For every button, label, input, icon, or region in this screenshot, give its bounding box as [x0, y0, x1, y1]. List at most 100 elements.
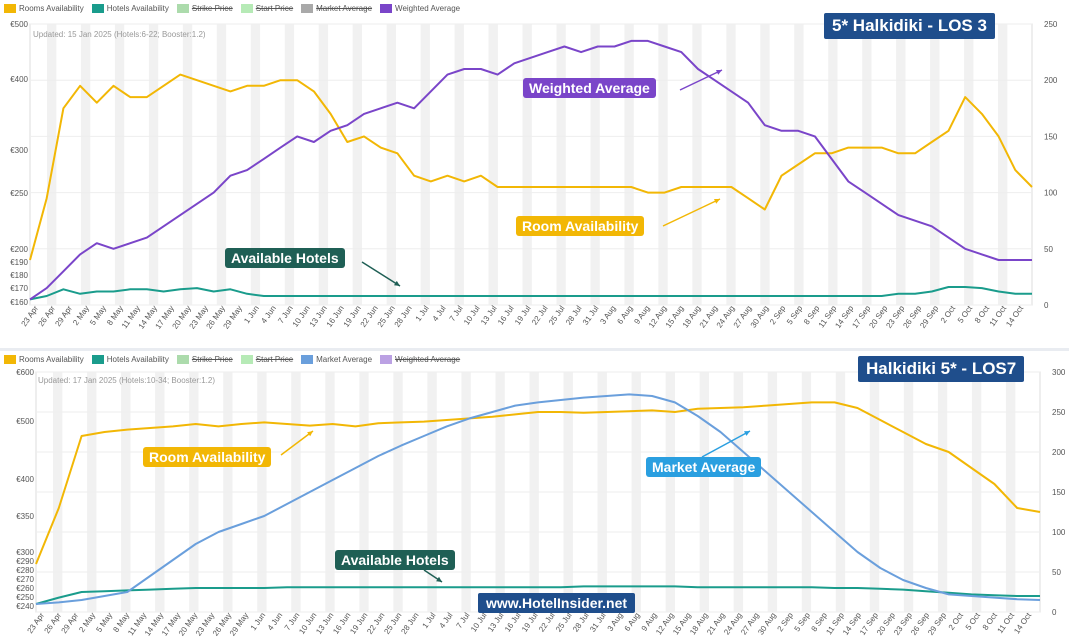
x-tick-label: 29 Apr: [53, 304, 74, 328]
plot-band: [998, 24, 1008, 305]
legend-item[interactable]: Rooms Availability: [4, 355, 84, 364]
legend-swatch: [380, 355, 393, 364]
x-tick-label: 28 Jul: [564, 304, 584, 327]
y-left-tick-label: €270: [16, 575, 34, 584]
legend-item[interactable]: Strike Price: [176, 4, 233, 13]
callout-weighted-average: Weighted Average: [523, 78, 656, 98]
legend-item[interactable]: Weighted Average: [380, 355, 460, 364]
x-tick-label: 6 Aug: [615, 304, 634, 326]
y-right-tick-label: 0: [1044, 301, 1049, 310]
y-left-tick-label: €240: [16, 602, 34, 611]
legend-swatch: [91, 355, 104, 364]
legend-label: Rooms Availability: [19, 355, 84, 364]
plot-band: [590, 24, 600, 305]
legend-swatch: [380, 4, 393, 13]
y-left-tick-label: €250: [10, 189, 28, 198]
legend-label: Start Price: [255, 355, 294, 364]
plot-band: [964, 24, 974, 305]
legend-item[interactable]: Market Average: [301, 4, 372, 13]
callout-available-hotels-bottom: Available Hotels: [335, 550, 455, 570]
y-right-tick-label: 50: [1052, 568, 1061, 577]
legend-label: Weighted Average: [395, 355, 461, 364]
legend-label: Weighted Average: [395, 4, 461, 13]
x-tick-label: 31 Jul: [588, 611, 608, 634]
updated-note-los7: Updated: 17 Jan 2025 (Hotels:10-34; Boos…: [38, 376, 215, 385]
legend-item[interactable]: Weighted Average: [380, 4, 460, 13]
plot-band: [658, 24, 668, 305]
x-tick-label: 25 Jul: [554, 611, 574, 634]
x-tick-label: 16 Jul: [496, 304, 516, 327]
x-tick-label: 6 Aug: [623, 611, 642, 633]
x-tick-label: 28 Jun: [393, 304, 414, 329]
x-tick-label: 1 Jun: [249, 611, 268, 632]
chart-title-los3: 5* Halkidiki - LOS 3: [824, 13, 995, 39]
legend-swatch: [240, 355, 253, 364]
legend-swatch: [176, 4, 189, 13]
x-tick-label: 29 Sep: [926, 611, 948, 637]
y-right-tick-label: 100: [1044, 189, 1058, 198]
callout-room-availability-bottom: Room Availability: [143, 447, 272, 467]
legend-swatch: [301, 4, 314, 13]
legend-item[interactable]: Rooms Availability: [4, 4, 84, 13]
x-tick-label: 14 Oct: [1004, 303, 1025, 328]
x-tick-label: 4 Jun: [266, 611, 285, 632]
y-left-tick-label: €350: [16, 512, 34, 521]
y-left-tick-label: €180: [10, 271, 28, 280]
legend-swatch: [176, 355, 189, 364]
y-left-tick-label: €500: [16, 417, 34, 426]
series-line-rooms-availability: [35, 401, 1041, 565]
x-tick-label: 14 Oct: [1012, 610, 1033, 635]
legend-item[interactable]: Strike Price: [176, 355, 233, 364]
x-tick-label: 4 Jun: [259, 304, 278, 325]
plot-band: [930, 24, 940, 305]
y-left-tick-label: €250: [16, 593, 34, 602]
legend-item[interactable]: Start Price: [240, 355, 294, 364]
legend-label: Start Price: [255, 4, 294, 13]
x-tick-label: 2 Oct: [939, 303, 958, 324]
x-tick-label: 3 Aug: [598, 304, 617, 326]
legend-item[interactable]: Market Average: [301, 355, 372, 364]
y-right-tick-label: 50: [1044, 245, 1053, 254]
chart-svg-los3: €500 €400 €300 €250 €200 €190 €180 €170 €160 250 2…: [10, 20, 1058, 331]
y-left-tick-label: €190: [10, 258, 28, 267]
series-line-hotels-availability: [29, 286, 1032, 301]
x-tick-label: 5 May: [94, 611, 114, 634]
y-right-tick-label: 250: [1052, 408, 1066, 417]
y-right-tick-label: 150: [1052, 488, 1066, 497]
callout-arrow: [679, 69, 723, 91]
x-tick-label: 28 Jun: [399, 611, 420, 636]
chart-legend-los7: Rooms Availability Hotels Availability Str…: [4, 355, 460, 364]
x-tick-label: 19 Jul: [520, 611, 540, 634]
x-tick-label: 4 Jul: [437, 611, 454, 630]
x-tick-label: 13 Jul: [486, 611, 506, 634]
legend-swatch: [91, 4, 104, 13]
callout-room-availability-top: Room Availability: [516, 216, 645, 236]
x-tick-label: 2 Oct: [947, 610, 966, 631]
x-tick-label: 5 Oct: [956, 303, 975, 324]
legend-item[interactable]: Start Price: [240, 4, 294, 13]
legend-item[interactable]: Hotels Availability: [91, 355, 169, 364]
x-tick-label: 5 May: [88, 304, 108, 327]
x-tick-label: 19 Jul: [513, 304, 533, 327]
plot-band: [46, 24, 57, 305]
plot-band: [318, 24, 329, 305]
series-line-market-average: [35, 393, 1041, 605]
x-tick-label: 22 Jul: [537, 611, 557, 634]
legend-label: Hotels Availability: [106, 4, 169, 13]
x-tick-label: 4 Jul: [431, 304, 448, 323]
plot-band: [862, 24, 872, 305]
x-tick-label: 1 Jul: [414, 304, 431, 323]
plot-band: [760, 24, 770, 305]
x-tick-label: 28 Jul: [571, 611, 591, 634]
legend-item[interactable]: Hotels Availability: [91, 4, 169, 13]
legend-label: Strike Price: [191, 355, 233, 364]
y-left-tick-label: €300: [16, 548, 34, 557]
series-line-rooms-availability: [29, 73, 1033, 261]
y-left-tick-label: €280: [16, 566, 34, 575]
x-tick-label: 2 Sep: [768, 304, 788, 327]
chart-panel-los7: €600 €500 €400 €350 €300 €290 €280 €270 €260 €250…: [0, 351, 1069, 639]
callout-arrow: [361, 261, 401, 287]
x-tick-label: 5 Sep: [785, 304, 805, 327]
plot-band: [692, 24, 702, 305]
x-tick-label: 1 Jun: [242, 304, 261, 325]
